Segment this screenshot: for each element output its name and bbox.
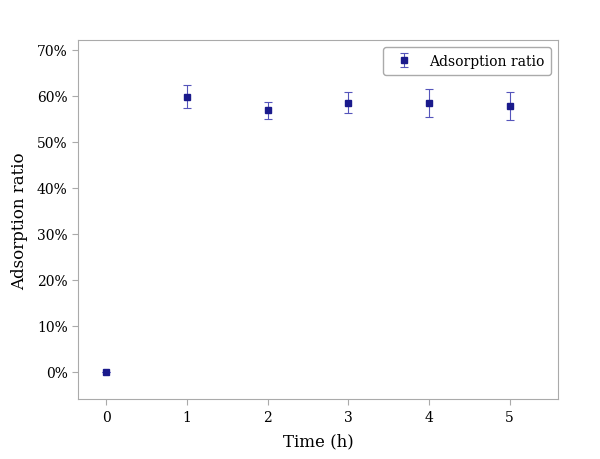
Legend: Adsorption ratio: Adsorption ratio	[383, 48, 551, 76]
Y-axis label: Adsorption ratio: Adsorption ratio	[11, 151, 29, 289]
X-axis label: Time (h): Time (h)	[283, 432, 353, 449]
